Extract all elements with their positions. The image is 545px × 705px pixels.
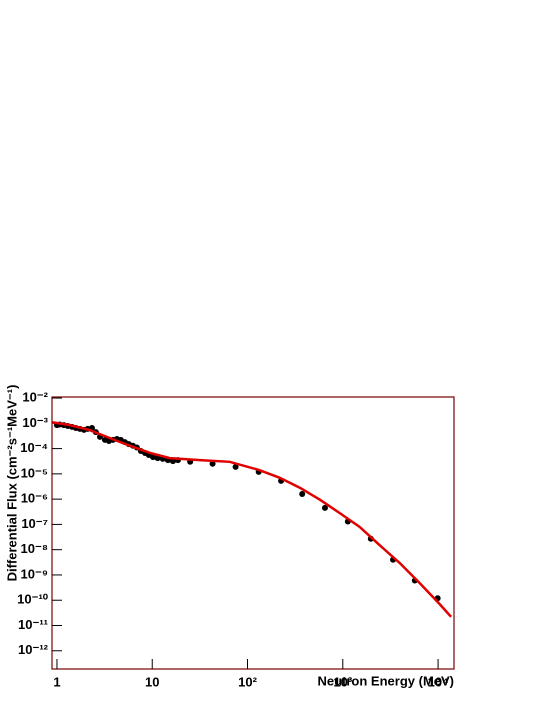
x-tick-label: 1 <box>53 674 60 689</box>
x-tick-label: 10 <box>145 674 159 689</box>
y-tick-label: 10⁻⁶ <box>21 491 48 506</box>
y-axis-label: Differential Flux (cm⁻²s⁻¹MeV⁻¹) <box>4 385 19 582</box>
y-tick-label: 10⁻¹² <box>18 642 49 657</box>
data-point <box>232 463 239 470</box>
x-tick-label: 10² <box>238 674 257 689</box>
x-axis-label: Neutron Energy (MeV) <box>317 673 454 688</box>
y-tick-label: 10⁻⁹ <box>21 566 49 581</box>
y-tick-label: 10⁻² <box>22 389 48 404</box>
data-point <box>150 454 157 461</box>
plot-frame <box>51 396 455 670</box>
data-point <box>209 460 216 467</box>
y-tick-label: 10⁻¹¹ <box>18 617 48 632</box>
y-tick-label: 10⁻⁸ <box>21 541 48 556</box>
data-point <box>299 490 306 497</box>
fit-line <box>51 421 453 618</box>
x-tick-label: 10⁴ <box>428 674 449 689</box>
x-tick-label: 10³ <box>333 674 352 689</box>
y-tick-label: 10⁻⁵ <box>21 465 48 480</box>
y-tick-label: 10⁻³ <box>22 415 48 430</box>
data-point <box>321 504 328 511</box>
y-tick-label: 10⁻⁴ <box>20 440 48 455</box>
y-tick-label: 10⁻¹⁰ <box>17 592 49 607</box>
y-tick-label: 10⁻⁷ <box>21 516 48 531</box>
